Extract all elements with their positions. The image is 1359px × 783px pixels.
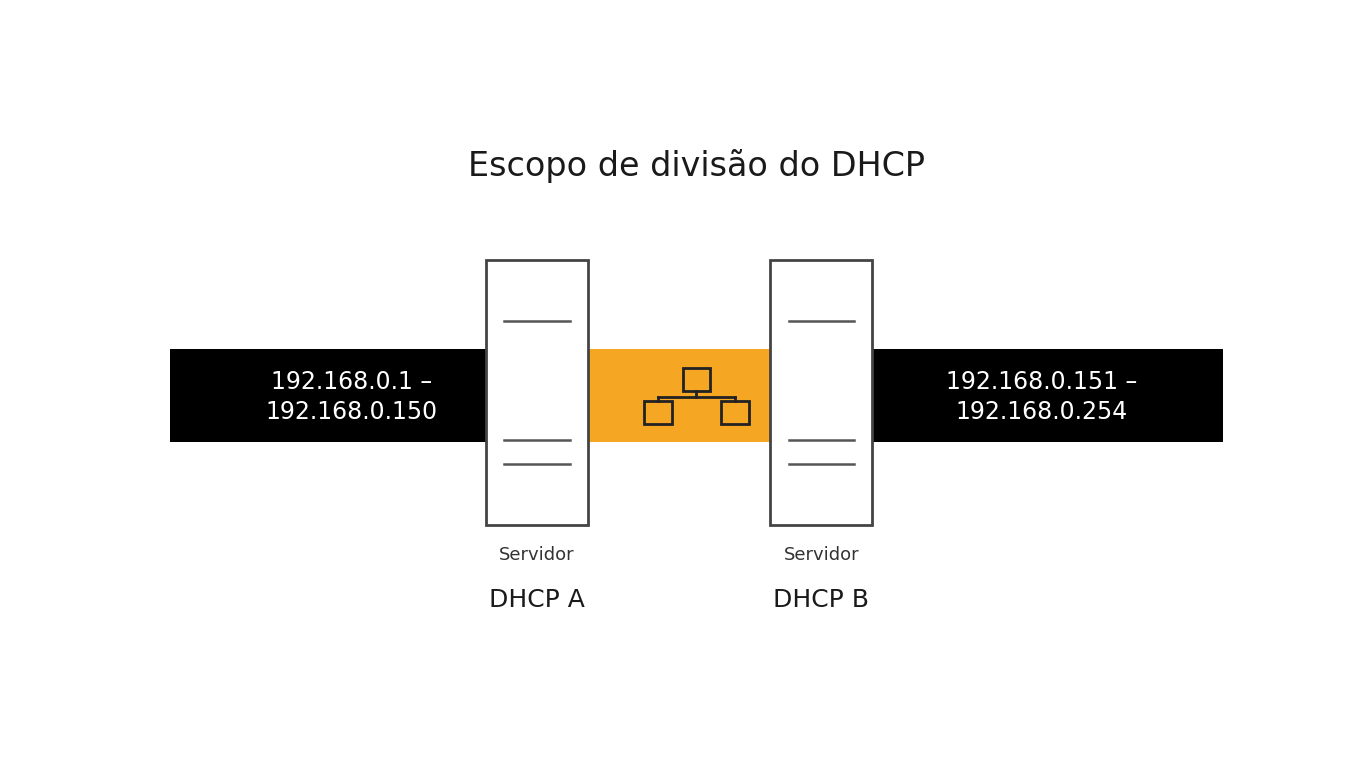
Text: 192.168.0.254: 192.168.0.254 bbox=[955, 400, 1128, 424]
Text: Servidor: Servidor bbox=[784, 547, 859, 565]
Text: 192.168.0.150: 192.168.0.150 bbox=[265, 400, 438, 424]
Text: DHCP A: DHCP A bbox=[489, 588, 584, 612]
Text: 192.168.0.151 –: 192.168.0.151 – bbox=[946, 370, 1137, 394]
Bar bbox=[487, 260, 588, 525]
Text: Escopo de divisão do DHCP: Escopo de divisão do DHCP bbox=[467, 150, 925, 183]
Bar bbox=[533, 348, 860, 442]
Bar bbox=[644, 401, 671, 424]
Bar bbox=[771, 260, 872, 525]
Bar bbox=[722, 401, 749, 424]
Text: 192.168.0.1 –: 192.168.0.1 – bbox=[270, 370, 432, 394]
Text: DHCP B: DHCP B bbox=[773, 588, 870, 612]
Bar bbox=[860, 348, 1223, 442]
Bar bbox=[170, 348, 533, 442]
Text: Servidor: Servidor bbox=[499, 547, 575, 565]
Bar bbox=[682, 368, 711, 392]
